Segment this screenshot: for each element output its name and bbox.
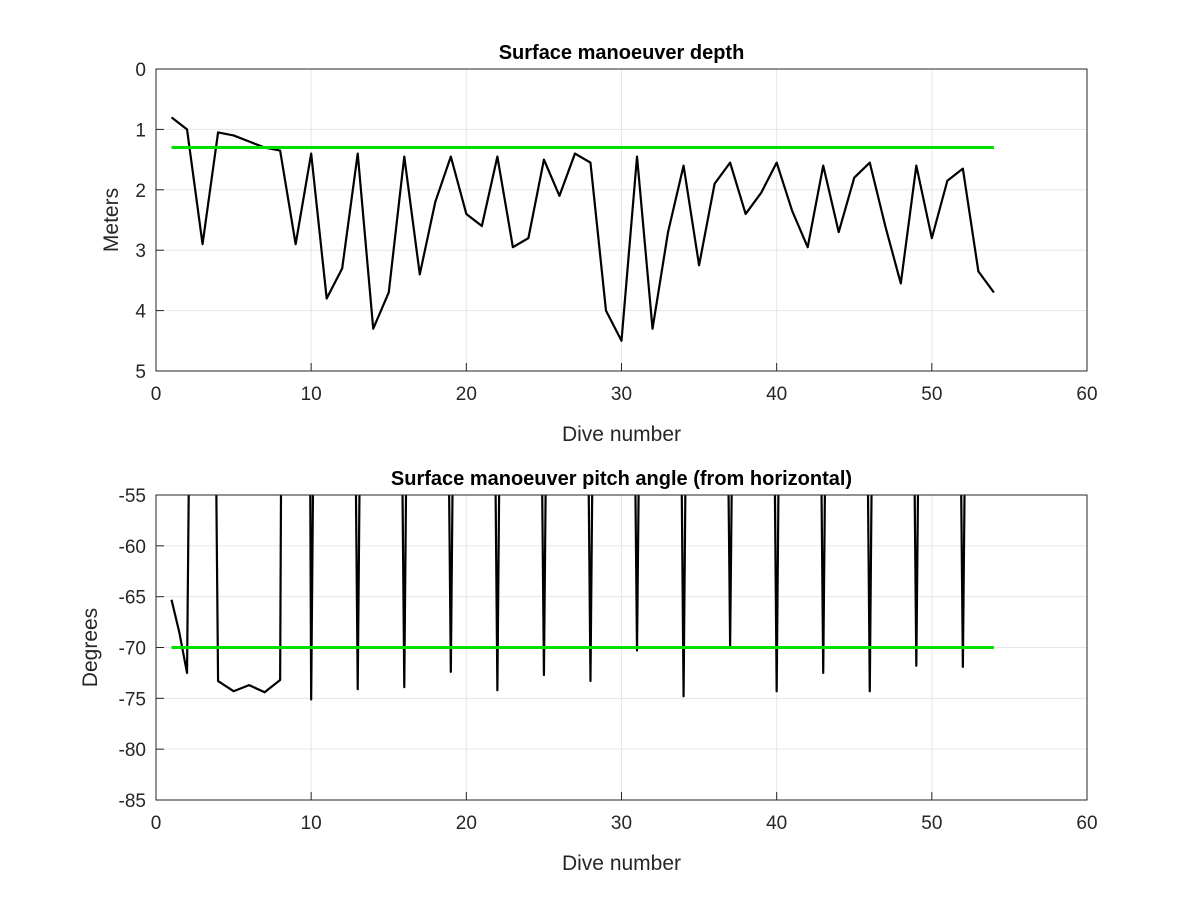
depth-y-tick-label: 0 [135,60,146,81]
depth-plot: 0 10 20 30 40 50 60 0 1 2 3 4 5 Surface manoeuver dep… [100,42,1098,446]
pitch-chart-title: Surface manoeuver pitch angle (from hori… [391,468,852,490]
depth-x-tick-label: 30 [611,384,632,405]
pitch-y-tick-label: -55 [119,486,146,507]
depth-y-tick-label: 1 [135,120,146,141]
pitch-x-tick-label: 20 [456,813,477,834]
depth-x-tick-label: 50 [921,384,942,405]
pitch-plot: 0 10 20 30 40 50 60 -55 -60 -65 -70 -75 -80 -85 Surfac… [79,468,1098,875]
depth-x-tick-label: 40 [766,384,787,405]
depth-axes-box [155,68,1088,372]
pitch-y-tick-label: -70 [119,639,146,660]
pitch-x-axis-label: Dive number [562,852,681,875]
depth-y-tick-label: 2 [135,181,146,202]
pitch-x-tick-label: 10 [301,813,322,834]
depth-x-tick-label: 20 [456,384,477,405]
pitch-y-tick-label: -75 [119,689,146,710]
pitch-y-tick-label: -60 [119,537,146,558]
pitch-x-tick-label: 30 [611,813,632,834]
pitch-x-tick-label: 40 [766,813,787,834]
pitch-y-tick-label: -80 [119,740,146,761]
depth-y-tick-label: 5 [135,362,146,383]
pitch-x-tick-label: 60 [1076,813,1097,834]
depth-x-tick-label: 10 [301,384,322,405]
pitch-data-line [170,495,966,701]
pitch-x-tick-label: 50 [921,813,942,834]
depth-x-axis-label: Dive number [562,423,681,446]
depth-x-tick-label: 0 [151,384,162,405]
depth-y-tick-label: 4 [135,302,146,323]
depth-y-tick-label: 3 [135,241,146,262]
pitch-x-tick-label: 0 [151,813,162,834]
pitch-y-tick-label: -85 [119,791,146,812]
pitch-y-tick-label: -65 [119,588,146,609]
depth-data-line [170,116,995,342]
pitch-y-axis-label: Degrees [79,608,102,687]
depth-x-tick-label: 60 [1076,384,1097,405]
depth-chart-title: Surface manoeuver depth [499,42,745,64]
depth-y-axis-label: Meters [100,188,123,252]
pitch-axes-box [155,494,1088,801]
